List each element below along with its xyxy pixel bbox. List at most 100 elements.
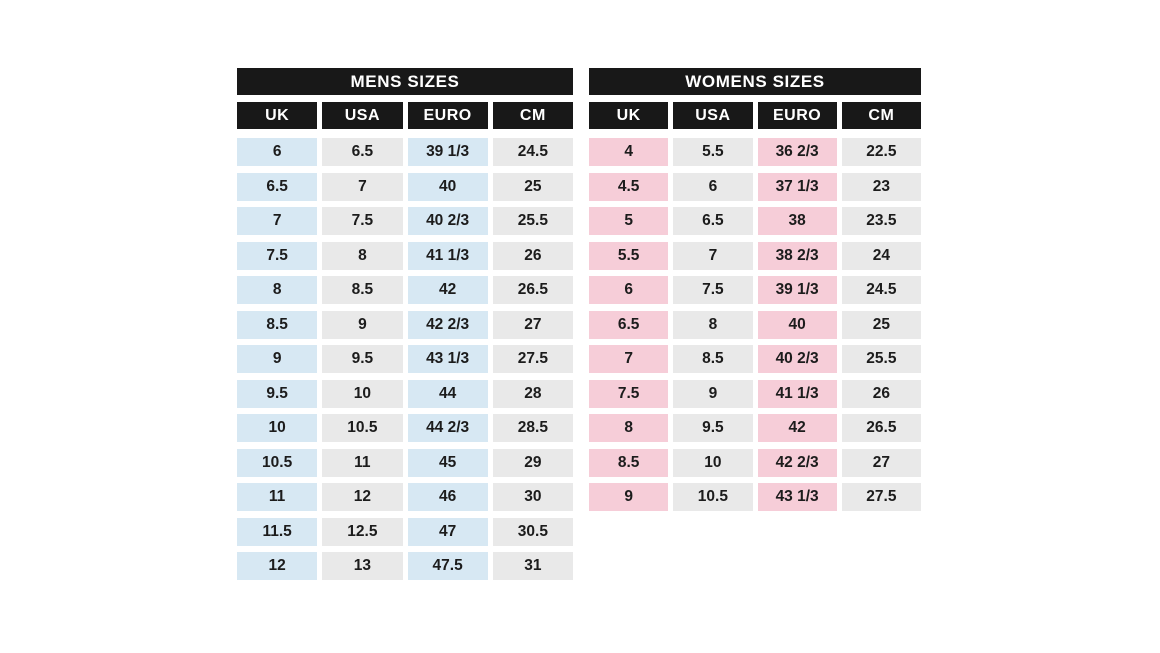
table-cell: 8: [237, 276, 318, 304]
table-cell: 10.5: [237, 448, 318, 477]
table-cell: 28.5: [492, 414, 573, 442]
table-cell: 28: [492, 379, 573, 408]
table-cell: 11: [237, 483, 318, 511]
table-cell: 42: [757, 414, 837, 442]
table-cell: 40: [757, 310, 837, 339]
column-header: UK: [589, 102, 669, 129]
table-cell: 9: [589, 483, 669, 511]
table-cell: 12.5: [322, 517, 403, 546]
table-cell: 24.5: [492, 138, 573, 166]
womens-table-title: WOMENS SIZES: [589, 68, 921, 95]
table-cell: 6.5: [673, 207, 753, 235]
table-cell: 43 1/3: [407, 345, 488, 373]
table-cell: 9.5: [237, 379, 318, 408]
table-cell: 6.5: [322, 138, 403, 166]
table-cell: 4: [589, 138, 669, 166]
table-cell: 8.5: [589, 448, 669, 477]
table-cell: 9: [673, 379, 753, 408]
table-cell: 30.5: [492, 517, 573, 546]
table-cell: 27.5: [841, 483, 921, 511]
table-cell: 7: [322, 172, 403, 201]
table-cell: 9: [237, 345, 318, 373]
table-cell: 7: [589, 345, 669, 373]
table-cell: 29: [492, 448, 573, 477]
table-cell: 27.5: [492, 345, 573, 373]
table-cell: 26.5: [841, 414, 921, 442]
table-cell: 26: [841, 379, 921, 408]
table-cell: 44 2/3: [407, 414, 488, 442]
table-cell: 26.5: [492, 276, 573, 304]
table-cell: 40: [407, 172, 488, 201]
table-cell: 24.5: [841, 276, 921, 304]
table-cell: 27: [841, 448, 921, 477]
table-cell: 5.5: [673, 138, 753, 166]
table-cell: 23.5: [841, 207, 921, 235]
table-cell: 4.5: [589, 172, 669, 201]
table-cell: 47.5: [407, 552, 488, 580]
table-cell: 6: [673, 172, 753, 201]
table-cell: 9.5: [673, 414, 753, 442]
table-cell: 12: [237, 552, 318, 580]
mens-size-table: MENS SIZES UK USA EURO CM 6 6.5 39 1/3 24.5 6.5…: [237, 68, 573, 580]
table-cell: 8.5: [237, 310, 318, 339]
table-cell: 10: [322, 379, 403, 408]
table-cell: 22.5: [841, 138, 921, 166]
table-cell: 10.5: [673, 483, 753, 511]
table-cell: 7.5: [589, 379, 669, 408]
table-cell: 45: [407, 448, 488, 477]
table-cell: 7: [237, 207, 318, 235]
table-cell: 7.5: [673, 276, 753, 304]
column-header: EURO: [407, 102, 488, 129]
table-cell: 8.5: [322, 276, 403, 304]
table-cell: 44: [407, 379, 488, 408]
table-cell: 6.5: [237, 172, 318, 201]
table-cell: 36 2/3: [757, 138, 837, 166]
table-cell: 13: [322, 552, 403, 580]
table-cell: 27: [492, 310, 573, 339]
table-cell: 7.5: [322, 207, 403, 235]
table-cell: 6: [589, 276, 669, 304]
table-cell: 39 1/3: [757, 276, 837, 304]
table-cell: 40 2/3: [407, 207, 488, 235]
table-cell: 8: [673, 310, 753, 339]
table-cell: 42: [407, 276, 488, 304]
table-cell: 23: [841, 172, 921, 201]
table-cell: 8.5: [673, 345, 753, 373]
womens-column-headers: UK USA EURO CM: [589, 102, 921, 129]
table-cell: 10: [673, 448, 753, 477]
table-cell: 39 1/3: [407, 138, 488, 166]
table-cell: 41 1/3: [407, 241, 488, 270]
table-cell: 7: [673, 241, 753, 270]
column-header: CM: [492, 102, 573, 129]
table-cell: 12: [322, 483, 403, 511]
table-cell: 46: [407, 483, 488, 511]
table-cell: 5.5: [589, 241, 669, 270]
column-header: CM: [841, 102, 921, 129]
table-cell: 40 2/3: [757, 345, 837, 373]
womens-size-table: WOMENS SIZES UK USA EURO CM 4 5.5 36 2/3 22.5 4…: [589, 68, 921, 511]
table-cell: 31: [492, 552, 573, 580]
table-cell: 6.5: [589, 310, 669, 339]
table-cell: 38: [757, 207, 837, 235]
mens-column-headers: UK USA EURO CM: [237, 102, 573, 129]
table-cell: 11: [322, 448, 403, 477]
table-cell: 37 1/3: [757, 172, 837, 201]
table-cell: 38 2/3: [757, 241, 837, 270]
table-cell: 9.5: [322, 345, 403, 373]
table-cell: 8: [322, 241, 403, 270]
table-cell: 43 1/3: [757, 483, 837, 511]
table-cell: 42 2/3: [407, 310, 488, 339]
table-cell: 24: [841, 241, 921, 270]
table-cell: 26: [492, 241, 573, 270]
column-header: USA: [673, 102, 753, 129]
table-cell: 30: [492, 483, 573, 511]
table-cell: 5: [589, 207, 669, 235]
table-cell: 11.5: [237, 517, 318, 546]
table-cell: 9: [322, 310, 403, 339]
mens-table-rows: 6 6.5 39 1/3 24.5 6.5 7 40 25 7 7.5 40 2/3 25.5 7.5 8…: [237, 138, 573, 580]
column-header: UK: [237, 102, 318, 129]
table-cell: 10: [237, 414, 318, 442]
mens-table-title: MENS SIZES: [237, 68, 573, 95]
table-cell: 25: [492, 172, 573, 201]
